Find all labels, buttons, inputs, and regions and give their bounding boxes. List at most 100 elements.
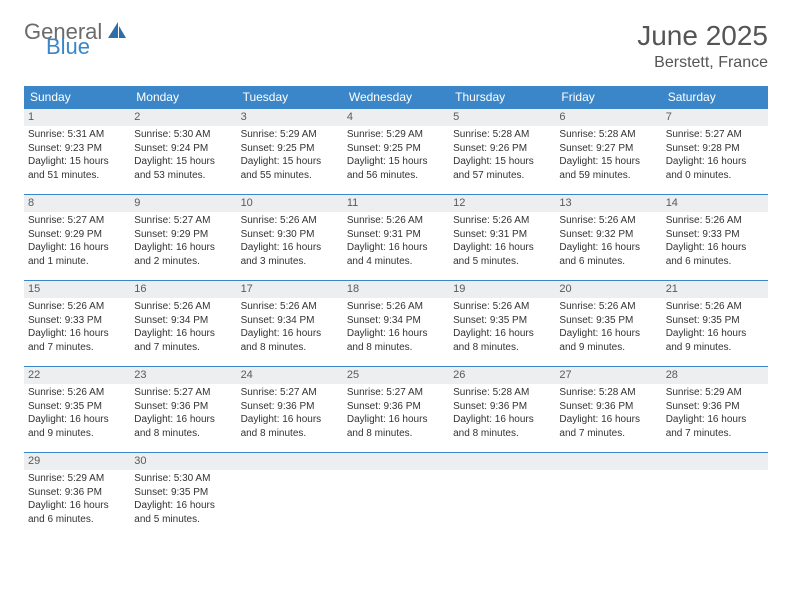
logo: General Blue: [24, 20, 128, 57]
calendar-cell: 13Sunrise: 5:26 AMSunset: 9:32 PMDayligh…: [555, 195, 661, 281]
day-number: 26: [449, 367, 555, 384]
empty-day: [449, 453, 555, 470]
day-header: Tuesday: [237, 86, 343, 109]
day-info: Sunrise: 5:26 AMSunset: 9:30 PMDaylight:…: [237, 212, 343, 268]
day-number: 29: [24, 453, 130, 470]
calendar-cell: 9Sunrise: 5:27 AMSunset: 9:29 PMDaylight…: [130, 195, 236, 281]
calendar-body: 1Sunrise: 5:31 AMSunset: 9:23 PMDaylight…: [24, 109, 768, 539]
day-number: 28: [662, 367, 768, 384]
day-number: 14: [662, 195, 768, 212]
day-header: Saturday: [662, 86, 768, 109]
day-info: Sunrise: 5:26 AMSunset: 9:31 PMDaylight:…: [343, 212, 449, 268]
calendar-cell: 15Sunrise: 5:26 AMSunset: 9:33 PMDayligh…: [24, 281, 130, 367]
empty-day: [662, 453, 768, 470]
day-number: 6: [555, 109, 661, 126]
day-number: 22: [24, 367, 130, 384]
day-info: Sunrise: 5:27 AMSunset: 9:36 PMDaylight:…: [130, 384, 236, 440]
day-info: Sunrise: 5:27 AMSunset: 9:36 PMDaylight:…: [237, 384, 343, 440]
calendar-cell: 23Sunrise: 5:27 AMSunset: 9:36 PMDayligh…: [130, 367, 236, 453]
calendar-cell: 3Sunrise: 5:29 AMSunset: 9:25 PMDaylight…: [237, 109, 343, 195]
day-number: 30: [130, 453, 236, 470]
day-number: 8: [24, 195, 130, 212]
calendar-cell: 24Sunrise: 5:27 AMSunset: 9:36 PMDayligh…: [237, 367, 343, 453]
day-number: 12: [449, 195, 555, 212]
day-number: 25: [343, 367, 449, 384]
day-number: 9: [130, 195, 236, 212]
day-number: 15: [24, 281, 130, 298]
day-number: 23: [130, 367, 236, 384]
page-title: June 2025: [637, 20, 768, 52]
calendar-week-row: 8Sunrise: 5:27 AMSunset: 9:29 PMDaylight…: [24, 195, 768, 281]
calendar-cell: 21Sunrise: 5:26 AMSunset: 9:35 PMDayligh…: [662, 281, 768, 367]
day-info: Sunrise: 5:28 AMSunset: 9:27 PMDaylight:…: [555, 126, 661, 182]
calendar-cell: 30Sunrise: 5:30 AMSunset: 9:35 PMDayligh…: [130, 453, 236, 539]
calendar-cell: 18Sunrise: 5:26 AMSunset: 9:34 PMDayligh…: [343, 281, 449, 367]
calendar-week-row: 22Sunrise: 5:26 AMSunset: 9:35 PMDayligh…: [24, 367, 768, 453]
day-info: Sunrise: 5:26 AMSunset: 9:33 PMDaylight:…: [662, 212, 768, 268]
calendar-cell: 12Sunrise: 5:26 AMSunset: 9:31 PMDayligh…: [449, 195, 555, 281]
empty-day: [237, 453, 343, 470]
calendar-cell: 27Sunrise: 5:28 AMSunset: 9:36 PMDayligh…: [555, 367, 661, 453]
calendar-cell: [662, 453, 768, 539]
calendar-cell: 22Sunrise: 5:26 AMSunset: 9:35 PMDayligh…: [24, 367, 130, 453]
day-number: 19: [449, 281, 555, 298]
calendar-head: SundayMondayTuesdayWednesdayThursdayFrid…: [24, 86, 768, 109]
day-info: Sunrise: 5:27 AMSunset: 9:29 PMDaylight:…: [130, 212, 236, 268]
calendar-cell: 20Sunrise: 5:26 AMSunset: 9:35 PMDayligh…: [555, 281, 661, 367]
day-number: 1: [24, 109, 130, 126]
calendar-cell: 10Sunrise: 5:26 AMSunset: 9:30 PMDayligh…: [237, 195, 343, 281]
day-number: 3: [237, 109, 343, 126]
calendar-cell: [449, 453, 555, 539]
day-info: Sunrise: 5:27 AMSunset: 9:28 PMDaylight:…: [662, 126, 768, 182]
day-header: Thursday: [449, 86, 555, 109]
day-info: Sunrise: 5:29 AMSunset: 9:25 PMDaylight:…: [237, 126, 343, 182]
day-info: Sunrise: 5:26 AMSunset: 9:35 PMDaylight:…: [662, 298, 768, 354]
day-info: Sunrise: 5:30 AMSunset: 9:24 PMDaylight:…: [130, 126, 236, 182]
calendar-cell: 1Sunrise: 5:31 AMSunset: 9:23 PMDaylight…: [24, 109, 130, 195]
day-info: Sunrise: 5:26 AMSunset: 9:33 PMDaylight:…: [24, 298, 130, 354]
day-number: 20: [555, 281, 661, 298]
day-info: Sunrise: 5:26 AMSunset: 9:35 PMDaylight:…: [555, 298, 661, 354]
calendar-week-row: 29Sunrise: 5:29 AMSunset: 9:36 PMDayligh…: [24, 453, 768, 539]
calendar-cell: 28Sunrise: 5:29 AMSunset: 9:36 PMDayligh…: [662, 367, 768, 453]
day-number: 17: [237, 281, 343, 298]
calendar-cell: 6Sunrise: 5:28 AMSunset: 9:27 PMDaylight…: [555, 109, 661, 195]
calendar-cell: 17Sunrise: 5:26 AMSunset: 9:34 PMDayligh…: [237, 281, 343, 367]
day-info: Sunrise: 5:26 AMSunset: 9:35 PMDaylight:…: [24, 384, 130, 440]
calendar-cell: [237, 453, 343, 539]
day-number: 27: [555, 367, 661, 384]
day-info: Sunrise: 5:28 AMSunset: 9:26 PMDaylight:…: [449, 126, 555, 182]
calendar-cell: 16Sunrise: 5:26 AMSunset: 9:34 PMDayligh…: [130, 281, 236, 367]
calendar-week-row: 15Sunrise: 5:26 AMSunset: 9:33 PMDayligh…: [24, 281, 768, 367]
day-number: 5: [449, 109, 555, 126]
day-number: 16: [130, 281, 236, 298]
day-number: 24: [237, 367, 343, 384]
day-number: 18: [343, 281, 449, 298]
day-info: Sunrise: 5:28 AMSunset: 9:36 PMDaylight:…: [449, 384, 555, 440]
title-block: June 2025 Berstett, France: [637, 20, 768, 72]
empty-day: [343, 453, 449, 470]
day-info: Sunrise: 5:31 AMSunset: 9:23 PMDaylight:…: [24, 126, 130, 182]
day-info: Sunrise: 5:26 AMSunset: 9:32 PMDaylight:…: [555, 212, 661, 268]
day-info: Sunrise: 5:26 AMSunset: 9:34 PMDaylight:…: [237, 298, 343, 354]
logo-text-blue: Blue: [46, 37, 128, 57]
day-header: Monday: [130, 86, 236, 109]
empty-day: [555, 453, 661, 470]
calendar-cell: 25Sunrise: 5:27 AMSunset: 9:36 PMDayligh…: [343, 367, 449, 453]
calendar-cell: 5Sunrise: 5:28 AMSunset: 9:26 PMDaylight…: [449, 109, 555, 195]
day-number: 13: [555, 195, 661, 212]
day-info: Sunrise: 5:27 AMSunset: 9:36 PMDaylight:…: [343, 384, 449, 440]
calendar-cell: [343, 453, 449, 539]
calendar-week-row: 1Sunrise: 5:31 AMSunset: 9:23 PMDaylight…: [24, 109, 768, 195]
day-info: Sunrise: 5:26 AMSunset: 9:34 PMDaylight:…: [343, 298, 449, 354]
day-number: 10: [237, 195, 343, 212]
calendar-cell: 4Sunrise: 5:29 AMSunset: 9:25 PMDaylight…: [343, 109, 449, 195]
calendar-table: SundayMondayTuesdayWednesdayThursdayFrid…: [24, 86, 768, 539]
day-number: 2: [130, 109, 236, 126]
calendar-cell: 26Sunrise: 5:28 AMSunset: 9:36 PMDayligh…: [449, 367, 555, 453]
day-number: 11: [343, 195, 449, 212]
day-info: Sunrise: 5:28 AMSunset: 9:36 PMDaylight:…: [555, 384, 661, 440]
day-number: 4: [343, 109, 449, 126]
header: General Blue June 2025 Berstett, France: [24, 20, 768, 72]
day-info: Sunrise: 5:29 AMSunset: 9:36 PMDaylight:…: [24, 470, 130, 526]
